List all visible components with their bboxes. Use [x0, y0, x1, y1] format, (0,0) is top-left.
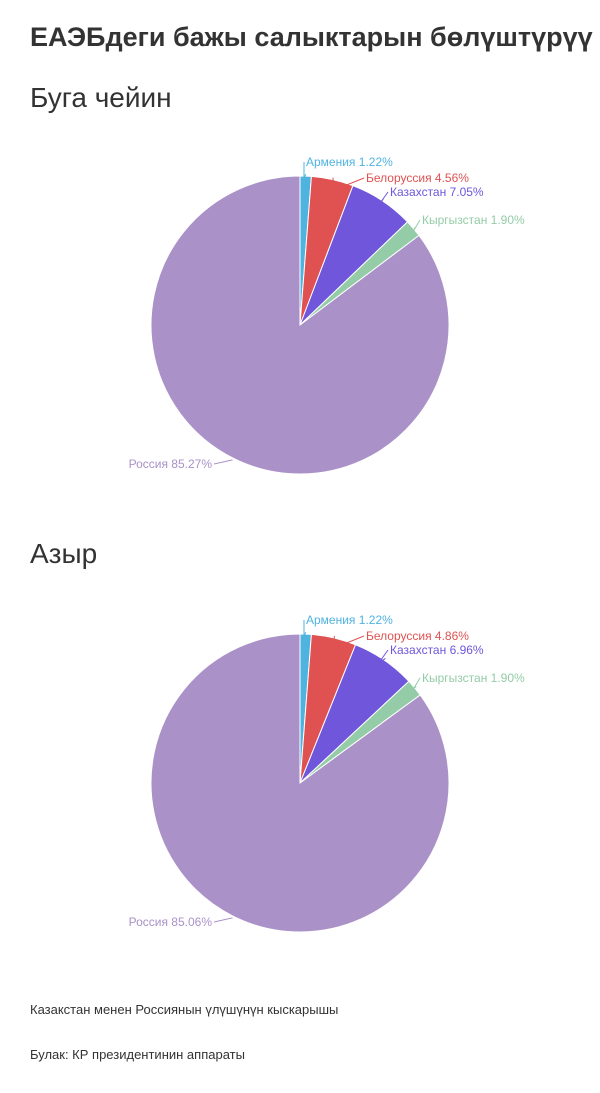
pie-chart-before: Армения 1.22% Белоруссия 4.56%Казахстан 7…: [129, 155, 525, 475]
pie-slice-4: [150, 633, 450, 933]
leader-line-1: [332, 177, 365, 191]
leader-line-0: [303, 620, 307, 637]
leader-line-3: [412, 677, 421, 690]
leader-line-0: [303, 162, 307, 179]
leader-line-4: [213, 917, 233, 923]
leader-line-2: [377, 191, 389, 207]
footnote: Казакстан менен Россиянын үлүшүнүн кыска…: [30, 1002, 339, 1017]
slice-label-4: Россия 85.06%: [129, 915, 213, 929]
pie-slice-4: [150, 175, 450, 475]
leader-line-1: [333, 635, 365, 649]
leader-line-2: [377, 649, 389, 665]
slice-label-0: Армения 1.22%: [306, 155, 393, 169]
chart-title: ЕАЭБдеги бажы салыктарын бөлүштүрүү: [30, 22, 593, 52]
leader-line-3: [413, 219, 421, 231]
slice-label-1: Белоруссия 4.56%: [366, 171, 469, 185]
slice-label-3: Кыргызстан 1.90%: [422, 671, 525, 685]
source-note: Булак: КР президентинин аппараты: [30, 1047, 245, 1062]
pie-now-title: Азыр: [30, 538, 98, 569]
slice-label-2: Казахстан 6.96%: [390, 643, 484, 657]
slice-label-2: Казахстан 7.05%: [390, 185, 484, 199]
leader-line-4: [213, 459, 233, 465]
slice-label-0: Армения 1.22%: [306, 613, 393, 627]
slice-label-3: Кыргызстан 1.90%: [422, 213, 525, 227]
slice-label-1: Белоруссия 4.86%: [366, 629, 469, 643]
slice-label-4: Россия 85.27%: [129, 457, 213, 471]
pie-before-title: Буга чейин: [30, 82, 172, 113]
pie-chart-now: Армения 1.22% Белоруссия 4.86%Казахстан 6…: [129, 613, 525, 933]
